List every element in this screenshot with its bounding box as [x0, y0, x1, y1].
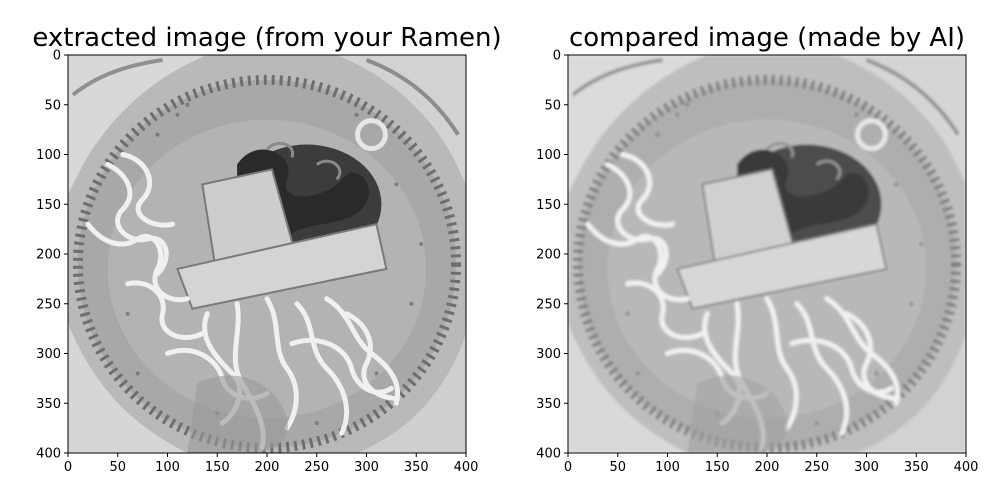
extracted-ytick-label: 150	[36, 198, 61, 213]
extracted-xtick-label: 200	[255, 460, 280, 475]
compared-image	[568, 55, 966, 453]
compared-xtick-label: 400	[954, 460, 979, 475]
compared-xtick-label: 250	[804, 460, 829, 475]
compared-xtick-label: 200	[755, 460, 780, 475]
compared-xtick-label: 100	[655, 460, 680, 475]
extracted-xtick-label: 50	[109, 460, 126, 475]
compared-ytick-label: 400	[536, 447, 561, 462]
compared-xtick-label: 150	[705, 460, 730, 475]
extracted-title: extracted image (from your Ramen)	[32, 23, 501, 53]
extracted-ytick-label: 250	[36, 297, 61, 312]
compared-ytick-label: 250	[536, 297, 561, 312]
extracted-ytick-label: 350	[36, 397, 61, 412]
extracted-ytick-label: 300	[36, 347, 61, 362]
extracted-xtick-label: 150	[205, 460, 230, 475]
compared-ytick-label: 0	[553, 49, 561, 64]
extracted-xtick-label: 300	[354, 460, 379, 475]
extracted-xtick-label: 250	[304, 460, 329, 475]
compared-xtick-label: 50	[609, 460, 626, 475]
compared-ytick-label: 200	[536, 248, 561, 263]
compared-xtick-label: 350	[904, 460, 929, 475]
extracted-ytick-label: 0	[53, 49, 61, 64]
compared-ytick-label: 150	[536, 198, 561, 213]
compared-xtick-label: 300	[854, 460, 879, 475]
compared-ytick-label: 300	[536, 347, 561, 362]
extracted-ytick-label: 400	[36, 447, 61, 462]
extracted-xtick-label: 0	[64, 460, 72, 475]
extracted-ytick-label: 100	[36, 148, 61, 163]
extracted-ytick-label: 50	[44, 98, 61, 113]
compared-xtick-label: 0	[564, 460, 572, 475]
extracted-image	[68, 55, 466, 453]
panels: extracted image (from your Ramen)0 50 100 1…	[32, 23, 978, 475]
compared-ytick-label: 50	[544, 98, 561, 113]
compared-ytick-label: 100	[536, 148, 561, 163]
compared-ytick-label: 350	[536, 397, 561, 412]
compared-title: compared image (made by AI)	[569, 23, 965, 53]
extracted-ytick-label: 200	[36, 248, 61, 263]
extracted-xtick-label: 400	[454, 460, 479, 475]
extracted-xtick-label: 100	[155, 460, 180, 475]
extracted-xtick-label: 350	[404, 460, 429, 475]
extracted-panel: extracted image (from your Ramen)0 50 100 1…	[32, 23, 501, 475]
compared-panel: compared image (made by AI) 0 50 100 150 200 2…	[536, 23, 978, 475]
